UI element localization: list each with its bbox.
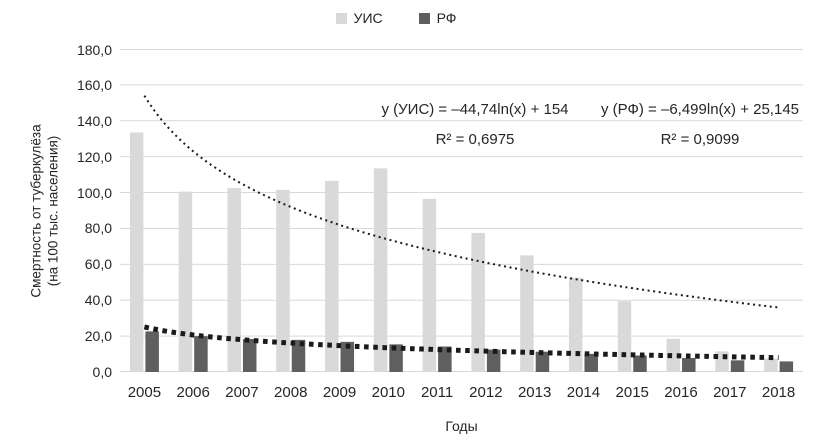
y-tick-label: 120,0 [76, 148, 112, 165]
bar-rf-2006 [194, 336, 208, 372]
trendline-uis [143, 95, 779, 309]
trendline-equation-rf-text: y (РФ) = –6,499ln(x) + 25,145 [600, 101, 800, 118]
bar-rf-2005 [145, 331, 159, 372]
x-tick-label-2013: 2013 [517, 384, 552, 401]
bar-rf-2008 [291, 339, 306, 372]
x-axis-tick-labels: 2005 2006 2007 2008 2009 2010 2011 2012 2013 2014… [120, 384, 803, 401]
bar-uis-2009 [325, 180, 339, 372]
legend-label: УИС [353, 10, 383, 26]
y-tick-label: 60,0 [84, 256, 112, 273]
bar-uis-2012 [471, 232, 485, 372]
x-tick-label-2017: 2017 [713, 384, 747, 401]
trendline-r2-rf: R² = 0,9099 [660, 131, 740, 148]
x-tick-label-2007: 2007 [225, 384, 259, 401]
legend-item-rf: РФ [418, 10, 457, 26]
legend-swatch-icon [418, 12, 430, 24]
x-tick-label-2016: 2016 [664, 384, 698, 401]
x-tick-label-2014: 2014 [566, 384, 601, 401]
bar-rf-2016 [682, 358, 696, 372]
bar-uis-2011 [422, 198, 437, 372]
bar-uis-2007 [227, 188, 241, 372]
bar-rf-2015 [633, 355, 647, 372]
x-tick-label-2006: 2006 [176, 384, 210, 401]
trendline-equation-uis: y (УИС) = –44,74ln(x) + 154 R² = 0,6975 [381, 95, 568, 155]
bar-rf-2012 [486, 349, 501, 372]
y-tick-label: 40,0 [84, 292, 112, 309]
bar-uis-2010 [373, 168, 388, 372]
y-tick-label: 160,0 [76, 76, 112, 93]
bar-uis-2005 [129, 132, 144, 372]
y-tick-label: 100,0 [76, 184, 112, 201]
bar-uis-2014 [568, 277, 583, 372]
x-tick-label-2015: 2015 [615, 384, 649, 401]
chart-canvas [120, 49, 803, 372]
x-tick-label-2011: 2011 [420, 384, 454, 401]
bar-uis-2013 [520, 255, 534, 372]
x-tick-label-2009: 2009 [322, 384, 357, 401]
bar-rf-2018 [779, 361, 794, 372]
bar-rf-2013 [535, 351, 550, 372]
legend-label: РФ [436, 10, 457, 26]
trendline-equation-uis-text: y (УИС) = –44,74ln(x) + 154 [381, 101, 569, 118]
legend-swatch-icon [335, 12, 347, 24]
x-tick-label-2010: 2010 [371, 384, 405, 401]
y-tick-label: 180,0 [76, 41, 112, 58]
trendline-equation-rf: y (РФ) = –6,499ln(x) + 25,145 R² = 0,909… [601, 95, 799, 155]
plot-area: y (УИС) = –44,74ln(x) + 154 R² = 0,6975 … [120, 49, 803, 372]
bar-rf-2010 [389, 344, 403, 372]
x-tick-label-2005: 2005 [127, 384, 162, 401]
bar-uis-2018 [764, 358, 778, 372]
legend-item-uis: УИС [335, 10, 383, 26]
y-axis-tick-labels: 0,0 20,0 40,0 60,0 80,0 100,0 120,0 140,0 160,0 1… [0, 42, 112, 380]
legend: УИС РФ [0, 8, 792, 28]
bar-uis-2016 [666, 338, 681, 372]
x-tick-label-2018: 2018 [761, 384, 796, 401]
trendline-r2-uis: R² = 0,6975 [435, 131, 515, 148]
x-tick-label-2008: 2008 [274, 384, 308, 401]
bar-rf-2014 [584, 353, 598, 372]
y-tick-label: 20,0 [84, 328, 112, 345]
y-tick-label: 0,0 [92, 363, 112, 380]
y-tick-label: 140,0 [76, 112, 112, 129]
bar-uis-2008 [276, 189, 290, 372]
x-axis-title: Годы [445, 418, 478, 434]
bar-rf-2007 [242, 338, 257, 372]
bar-uis-2006 [178, 191, 193, 372]
bar-uis-2015 [617, 301, 632, 372]
x-tick-label-2012: 2012 [469, 384, 503, 401]
bar-rf-2017 [730, 360, 745, 372]
y-tick-label: 80,0 [84, 220, 112, 237]
bar-rf-2009 [340, 341, 355, 372]
bar-rf-2011 [438, 346, 452, 372]
